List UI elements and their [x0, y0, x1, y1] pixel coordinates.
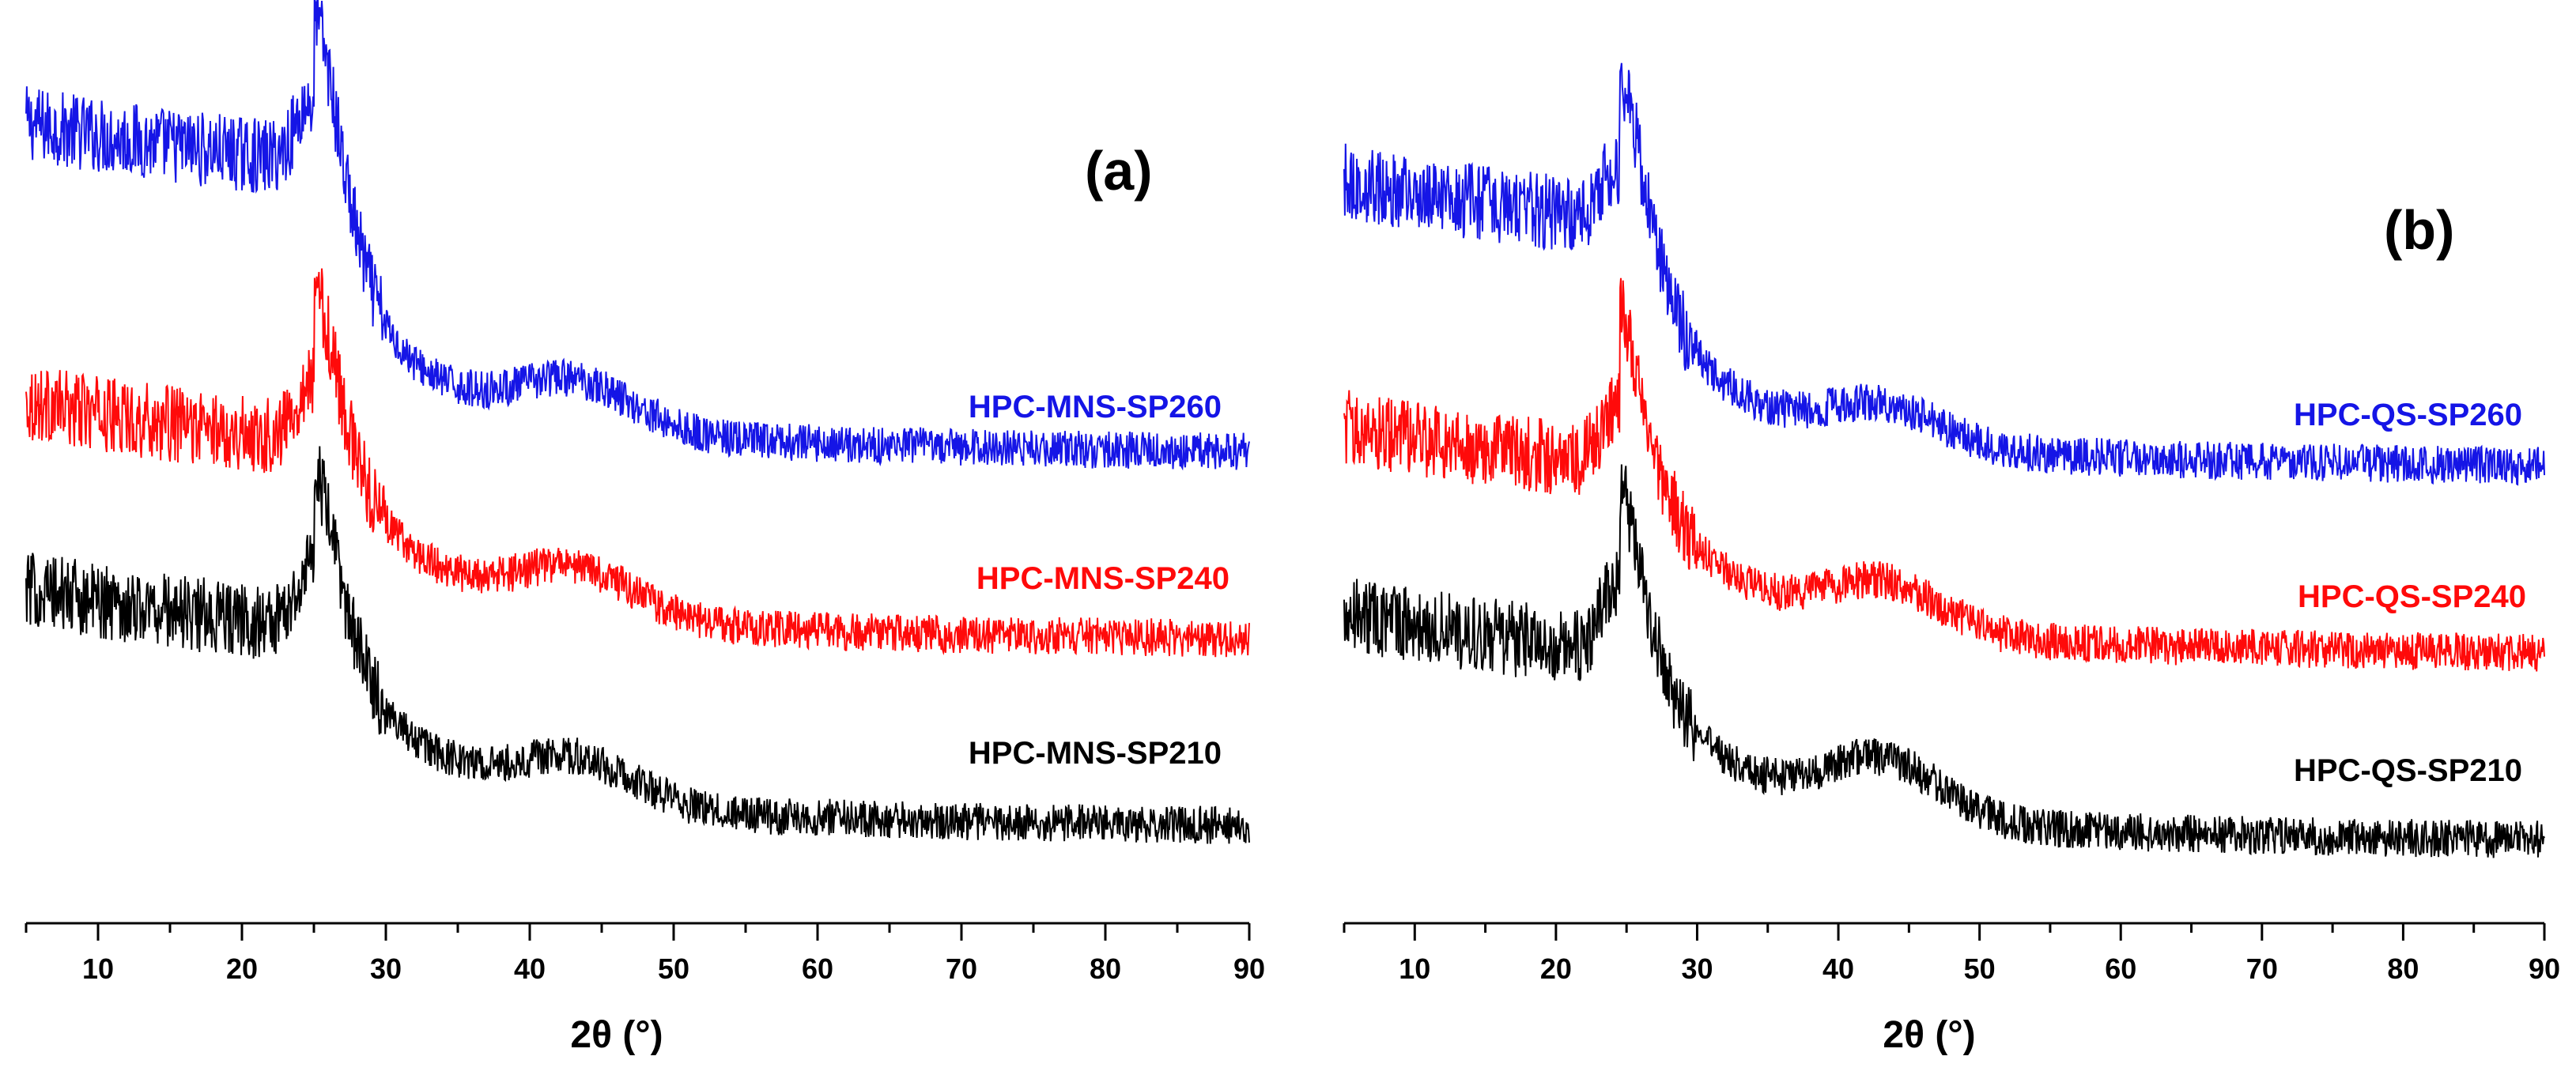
x-tick-label: 70	[2246, 952, 2278, 985]
x-tick-label: 10	[1399, 952, 1430, 985]
panel-b-series-label-sp260: HPC-QS-SP260	[2294, 398, 2522, 432]
panel-a-series	[25, 0, 1250, 844]
series-line-hpc-mns-sp260	[25, 0, 1250, 471]
x-tick-label: 30	[1681, 952, 1713, 985]
panel-a-series-label-sp260: HPC-MNS-SP260	[969, 390, 1222, 424]
x-tick-label: 30	[370, 952, 402, 985]
panel-a-label: (a)	[1085, 140, 1153, 202]
series-line-hpc-qs-sp240	[1343, 277, 2545, 672]
panel-a-ticks: 10 20 30 40 50 60 70 80 90	[25, 923, 1265, 985]
x-tick-label: 80	[1090, 952, 1121, 985]
x-tick-label: 20	[226, 952, 258, 985]
panel-a-series-label-sp210: HPC-MNS-SP210	[969, 736, 1222, 771]
panel-a-x-axis-title: 2θ (°)	[570, 1014, 663, 1056]
panel-a-series-label-sp240: HPC-MNS-SP240	[976, 561, 1229, 596]
series-line-hpc-mns-sp240	[25, 268, 1250, 658]
panel-b-series-label-sp210: HPC-QS-SP210	[2294, 753, 2522, 788]
x-tick-label: 40	[514, 952, 546, 985]
x-tick-label: 90	[1233, 952, 1265, 985]
x-tick-label: 60	[2105, 952, 2136, 985]
x-tick-label: 80	[2387, 952, 2419, 985]
x-tick-label: 50	[1964, 952, 1996, 985]
x-tick-label: 90	[2529, 952, 2560, 985]
panel-b-series	[1343, 62, 2545, 858]
series-line-hpc-qs-sp260	[1343, 62, 2545, 486]
x-tick-label: 50	[658, 952, 689, 985]
panel-b-series-label-sp240: HPC-QS-SP240	[2298, 579, 2526, 614]
x-tick-label: 60	[802, 952, 833, 985]
series-line-hpc-mns-sp210	[25, 446, 1250, 844]
panel-b-ticks: 10 20 30 40 50 60 70 80 90	[1343, 923, 2560, 985]
x-tick-label: 10	[82, 952, 114, 985]
x-tick-label: 40	[1822, 952, 1854, 985]
panel-b: 10 20 30 40 50 60 70 80 90 (b) 2θ (°) HPC-QS-SP2…	[1343, 62, 2560, 1056]
panel-a: 10 20 30 40 50 60 70 80 90 (a) 2θ (°) HPC-MNS-SP…	[25, 0, 1265, 1056]
x-tick-label: 20	[1540, 952, 1572, 985]
panel-b-label: (b)	[2384, 199, 2454, 261]
panel-b-x-axis-title: 2θ (°)	[1883, 1014, 1975, 1056]
series-line-hpc-qs-sp210	[1343, 464, 2545, 858]
x-tick-label: 70	[946, 952, 977, 985]
